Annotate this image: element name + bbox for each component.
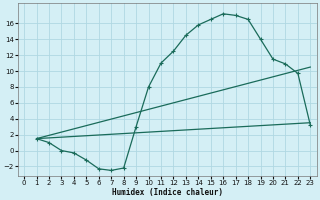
X-axis label: Humidex (Indice chaleur): Humidex (Indice chaleur) (112, 188, 223, 197)
